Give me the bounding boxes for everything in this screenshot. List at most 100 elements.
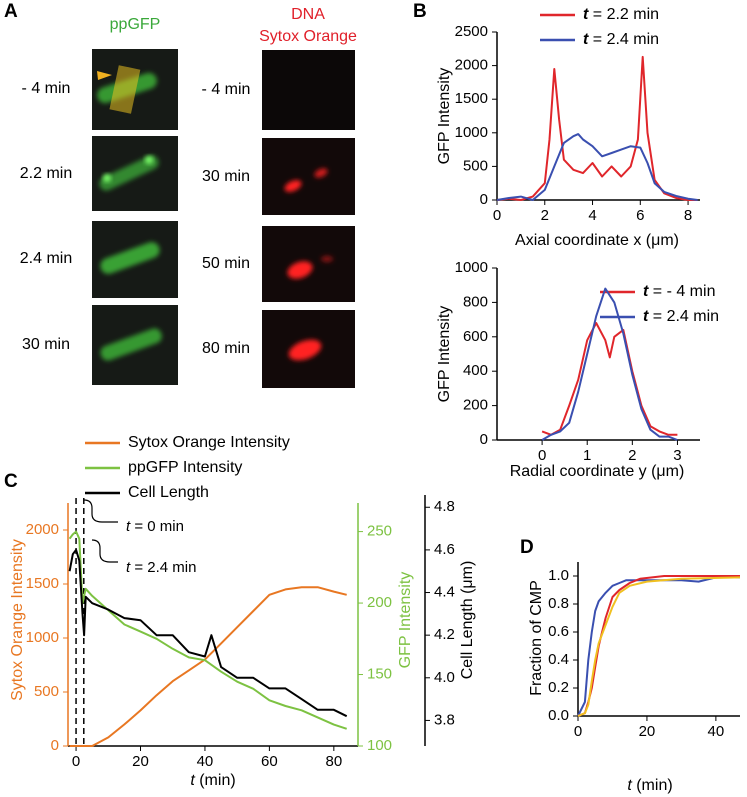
- y-tick-label: 1500: [26, 575, 59, 592]
- x-tick-label: 2: [541, 207, 549, 224]
- y3-tick-label: 4.6: [434, 541, 455, 558]
- panel-label: B: [413, 1, 427, 22]
- y2-tick-label: 150: [367, 665, 392, 682]
- legend-label: ppGFP Intensity: [128, 459, 242, 476]
- y-tick-label: 2000: [455, 57, 488, 74]
- y3-axis-label: Cell Length (μm): [459, 561, 476, 680]
- x-axis-label: t (min): [190, 772, 235, 789]
- series-line: [68, 548, 348, 718]
- x-tick-label: 2: [628, 447, 636, 464]
- time-label: 2.2 min: [20, 165, 72, 182]
- series-line: [541, 322, 678, 436]
- annotation-bracket: [91, 539, 118, 563]
- x-tick-label: 40: [708, 723, 725, 740]
- x-tick-label: 6: [636, 207, 644, 224]
- chart: 0 2 4 6 8 Axial coordinate x (μm) 0 500 1000 1500…: [436, 6, 700, 249]
- y-tick-label: 0.4: [548, 651, 569, 668]
- column-title: Sytox Orange: [259, 28, 357, 45]
- series-line: [496, 55, 698, 201]
- legend-label: t = 2.2 min: [583, 6, 659, 23]
- x-tick-label: 4: [588, 207, 596, 224]
- x-axis-label: Axial coordinate x (μm): [515, 232, 679, 249]
- series-line: [69, 586, 347, 747]
- y-tick-label: 0.0: [548, 707, 569, 724]
- x-tick-label: 40: [197, 753, 214, 770]
- x-tick-label: 60: [261, 753, 278, 770]
- panel-label: C: [4, 471, 18, 492]
- x-tick-label: 0: [493, 207, 501, 224]
- x-axis-label: t (min): [627, 777, 672, 794]
- y2-tick-label: 100: [367, 737, 392, 754]
- y-tick-label: 0: [480, 191, 488, 208]
- y-tick-label: 1000: [455, 124, 488, 141]
- y-tick-label: 0.2: [548, 679, 569, 696]
- annotation: t = 2.4 min: [126, 559, 196, 576]
- y3-tick-label: 3.8: [434, 711, 455, 728]
- panel-label: D: [520, 537, 534, 558]
- series-line: [68, 530, 348, 730]
- y-tick-label: 500: [34, 683, 59, 700]
- time-label: 80 min: [202, 340, 250, 357]
- x-tick-label: 80: [325, 753, 342, 770]
- time-label: 30 min: [22, 336, 70, 353]
- column-title: DNA: [291, 6, 325, 23]
- series-line: [577, 576, 740, 717]
- y-axis-label: Fraction of CMP: [528, 580, 545, 696]
- y-tick-label: 600: [463, 328, 488, 345]
- x-tick-label: 20: [132, 753, 149, 770]
- y-tick-label: 1000: [455, 259, 488, 276]
- y-tick-label: 1000: [26, 629, 59, 646]
- time-label: - 4 min: [22, 80, 71, 97]
- legend-label: t = 2.4 min: [643, 308, 719, 325]
- time-label: 2.4 min: [20, 250, 72, 267]
- y-axis-label: GFP Intensity: [436, 306, 453, 403]
- y-axis-label: GFP Intensity: [436, 68, 453, 165]
- y-tick-label: 800: [463, 293, 488, 310]
- series-line: [541, 287, 678, 441]
- y-tick-label: 2500: [455, 23, 488, 40]
- x-tick-label: 8: [684, 207, 692, 224]
- panel-label: A: [4, 1, 18, 22]
- legend-label: t = - 4 min: [643, 283, 715, 300]
- y3-tick-label: 4.4: [434, 583, 455, 600]
- y-tick-label: 1500: [455, 90, 488, 107]
- y-tick-label: 0: [480, 431, 488, 448]
- x-tick-label: 0: [538, 447, 546, 464]
- time-label: - 4 min: [202, 81, 251, 98]
- annotation-bracket: [83, 499, 118, 523]
- y-tick-label: 200: [463, 397, 488, 414]
- legend-label: Cell Length: [128, 484, 209, 501]
- x-axis-label: Radial coordinate y (μm): [510, 463, 685, 480]
- y-tick-label: 1.0: [548, 567, 569, 584]
- y2-tick-label: 250: [367, 523, 392, 540]
- x-tick-label: 0: [574, 723, 582, 740]
- y-tick-label: 500: [463, 157, 488, 174]
- y2-axis-label: GFP Intensity: [397, 572, 414, 669]
- legend-label: t = 2.4 min: [583, 31, 659, 48]
- series-line: [496, 133, 698, 201]
- y-tick-label: 0.6: [548, 623, 569, 640]
- y3-tick-label: 4.0: [434, 669, 455, 686]
- annotation: t = 0 min: [126, 518, 184, 535]
- time-label: 50 min: [202, 255, 250, 272]
- y3-tick-label: 4.8: [434, 498, 455, 515]
- y-tick-label: 0: [51, 737, 59, 754]
- x-tick-label: 1: [583, 447, 591, 464]
- time-label: 30 min: [202, 168, 250, 185]
- y-tick-label: 2000: [26, 521, 59, 538]
- y-tick-label: 400: [463, 362, 488, 379]
- column-title: ppGFP: [110, 16, 161, 33]
- micrographs: [92, 49, 355, 388]
- x-tick-label: 3: [673, 447, 681, 464]
- y2-tick-label: 200: [367, 594, 392, 611]
- x-tick-label: 20: [639, 723, 656, 740]
- y-axis-label: Sytox Orange Intensity: [9, 539, 26, 701]
- legend-label: Sytox Orange Intensity: [128, 434, 290, 451]
- y-tick-label: 0.8: [548, 595, 569, 612]
- x-tick-label: 0: [72, 753, 80, 770]
- y3-tick-label: 4.2: [434, 626, 455, 643]
